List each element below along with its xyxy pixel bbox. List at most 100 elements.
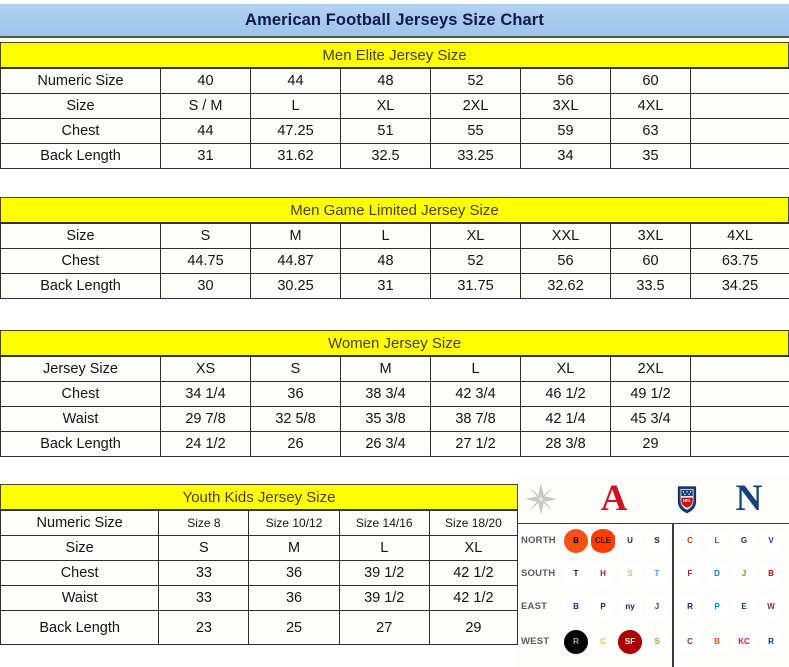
table-cell: 39 1/2 xyxy=(338,560,430,586)
table-cell-empty xyxy=(690,143,789,169)
table-cell: 45 3/4 xyxy=(610,406,691,432)
section-title: Youth Kids Jersey Size xyxy=(182,488,336,506)
team-logo: R xyxy=(678,594,702,619)
table-cell: M xyxy=(250,223,341,249)
division-row: WEST R C SF S C B KC R xyxy=(518,623,789,660)
table-cell: Size 14/16 xyxy=(338,510,430,536)
team-logo: T xyxy=(564,561,588,586)
table-row: Waist 29 7/8 32 5/8 35 3/8 38 7/8 42 1/4 45 3/… xyxy=(0,406,789,432)
table-cell: 26 3/4 xyxy=(340,431,431,457)
table-cell: 35 xyxy=(610,143,691,169)
team-logo: C xyxy=(591,629,615,654)
table-cell: 56 xyxy=(520,248,611,274)
table-cell: S / M xyxy=(160,93,251,119)
table-cell: 56 xyxy=(520,68,611,94)
team-logo: G xyxy=(732,528,756,553)
table-cell: 33.25 xyxy=(430,143,521,169)
table-cell: 31.62 xyxy=(250,143,341,169)
table-cell: 26 xyxy=(250,431,341,457)
size-table-men-game-limited: Size S M L XL XXL 3XL 4XL Chest 44.75 44.87 48 52 56 6… xyxy=(0,223,789,299)
table-cell: 2XL xyxy=(430,93,521,119)
table-cell: XL xyxy=(430,223,521,249)
table-cell: Size 8 xyxy=(158,510,250,536)
table-cell: 47.25 xyxy=(250,118,341,144)
table-cell: 3XL xyxy=(610,223,691,249)
table-cell: 42 1/2 xyxy=(428,585,519,611)
table-block-women: Women Jersey Size Jersey Size XS S M L XL 2XL C… xyxy=(0,330,789,457)
table-cell: 2XL xyxy=(610,356,691,382)
table-cell: 34 xyxy=(520,143,611,169)
table-cell: 44 xyxy=(250,68,341,94)
table-cell: 35 3/8 xyxy=(340,406,431,432)
table-cell: M xyxy=(248,535,340,561)
table-cell: 4XL xyxy=(610,93,691,119)
team-logo: P xyxy=(591,594,615,619)
team-logo: C xyxy=(678,629,702,654)
table-cell: 34.25 xyxy=(690,273,789,299)
table-cell: 44.87 xyxy=(250,248,341,274)
table-cell: XXL xyxy=(520,223,611,249)
table-body: Jersey Size XS S M L XL 2XL Chest 34 1/4 36 38 3/4… xyxy=(0,356,789,457)
table-cell: 34 1/4 xyxy=(160,381,251,407)
row-header: Back Length xyxy=(0,143,161,169)
table-cell: 23 xyxy=(158,610,250,645)
division-label: NORTH xyxy=(521,535,556,546)
table-cell: 31 xyxy=(340,273,431,299)
table-cell: 48 xyxy=(340,68,431,94)
table-cell: 29 xyxy=(428,610,519,645)
division-label: SOUTH xyxy=(521,568,556,579)
row-header: Back Length xyxy=(0,273,161,299)
team-logo: ny xyxy=(618,594,642,619)
table-cell: XS xyxy=(160,356,251,382)
conference-divider xyxy=(672,524,674,667)
table-cell: S xyxy=(158,535,250,561)
team-logo: R xyxy=(564,629,588,654)
division-label: WEST xyxy=(521,636,550,647)
table-cell: 31 xyxy=(160,143,251,169)
row-header: Size xyxy=(0,93,161,119)
team-logo: R xyxy=(759,629,783,654)
section-band-men-game-limited: Men Game Limited Jersey Size xyxy=(0,197,789,223)
table-cell: 32.5 xyxy=(340,143,431,169)
team-logo: B xyxy=(564,528,588,553)
table-cell: M xyxy=(340,356,431,382)
row-header: Back Length xyxy=(0,431,161,457)
row-header: Numeric Size xyxy=(0,510,160,536)
nfl-conference-header: A NFL N xyxy=(518,474,789,524)
section-title: Men Elite Jersey Size xyxy=(322,46,467,64)
table-cell: 25 xyxy=(248,610,340,645)
section-title: Women Jersey Size xyxy=(327,334,462,352)
team-logo: S xyxy=(645,528,669,553)
table-cell: 38 7/8 xyxy=(430,406,521,432)
table-cell-empty xyxy=(690,68,789,94)
size-table-men-elite: Numeric Size 40 44 48 52 56 60 Size S / M L XL 2XL 3… xyxy=(0,68,789,169)
table-cell: 48 xyxy=(340,248,431,274)
team-logo: B xyxy=(564,594,588,619)
row-header: Size xyxy=(0,535,160,561)
table-row: Jersey Size XS S M L XL 2XL xyxy=(0,356,789,382)
nfc-team-group: C B KC R xyxy=(672,629,789,654)
table-body: Size S M L XL XXL 3XL 4XL Chest 44.75 44.87 48 52 56 6… xyxy=(0,223,789,299)
table-cell: 36 xyxy=(250,381,341,407)
team-logo: J xyxy=(732,561,756,586)
table-cell: 33 xyxy=(158,585,250,611)
afc-logo: A xyxy=(564,480,664,517)
table-row: Waist 33 36 39 1/2 42 1/2 xyxy=(0,585,519,611)
nfl-shield-icon: NFL xyxy=(664,484,709,514)
section-band-youth-kids: Youth Kids Jersey Size xyxy=(0,484,518,510)
table-block-men-elite: Men Elite Jersey Size Numeric Size 40 44 48… xyxy=(0,42,789,169)
table-row: Chest 33 36 39 1/2 42 1/2 xyxy=(0,560,519,586)
team-logo: S xyxy=(618,561,642,586)
table-cell: 52 xyxy=(430,248,521,274)
table-cell: 40 xyxy=(160,68,251,94)
row-header: Numeric Size xyxy=(0,68,161,94)
table-cell: 42 1/2 xyxy=(428,560,519,586)
table-block-men-game-limited: Men Game Limited Jersey Size Size S M L XL XX… xyxy=(0,197,789,299)
table-cell: S xyxy=(160,223,251,249)
table-cell: 33.5 xyxy=(610,273,691,299)
